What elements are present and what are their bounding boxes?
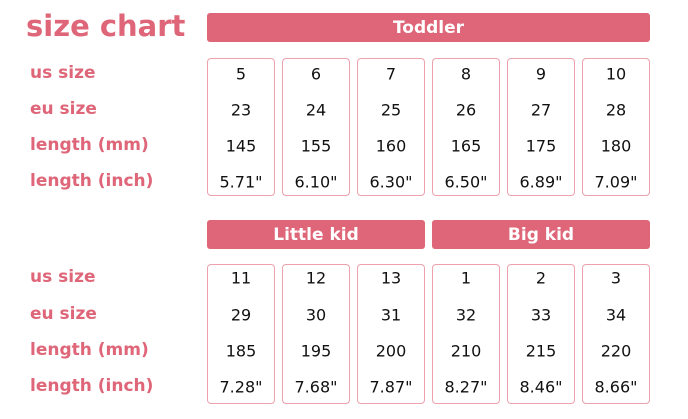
row-label: length (mm) bbox=[30, 340, 149, 360]
size-column: 7 25 160 6.30" bbox=[357, 58, 425, 196]
size-cell: 25 bbox=[380, 100, 402, 120]
section-header: Big kid bbox=[432, 220, 650, 249]
size-cell: 7.87" bbox=[369, 377, 413, 397]
size-cell: 7.68" bbox=[294, 377, 338, 397]
section-header: Little kid bbox=[207, 220, 425, 249]
size-cell: 210 bbox=[450, 341, 482, 361]
row-label: us size bbox=[30, 63, 96, 83]
size-cell: 7.09" bbox=[594, 172, 638, 192]
size-cell: 6.30" bbox=[369, 172, 413, 192]
row-label: us size bbox=[30, 267, 96, 287]
size-cell: 24 bbox=[305, 100, 327, 120]
size-cell: 145 bbox=[225, 136, 257, 156]
size-cell: 3 bbox=[610, 268, 622, 288]
size-cell: 155 bbox=[300, 136, 332, 156]
size-column: 10 28 180 7.09" bbox=[582, 58, 650, 196]
size-cell: 7.28" bbox=[219, 377, 263, 397]
size-cell: 23 bbox=[230, 100, 252, 120]
row-label: eu size bbox=[30, 304, 97, 324]
size-cell: 10 bbox=[605, 64, 627, 84]
section-header: Toddler bbox=[207, 13, 650, 42]
size-cell: 160 bbox=[375, 136, 407, 156]
size-cell: 28 bbox=[605, 100, 627, 120]
size-cell: 30 bbox=[305, 305, 327, 325]
size-column: 2 33 215 8.46" bbox=[507, 264, 575, 404]
size-cell: 34 bbox=[605, 305, 627, 325]
row-label: length (mm) bbox=[30, 135, 149, 155]
size-cell: 165 bbox=[450, 136, 482, 156]
size-cell: 9 bbox=[535, 64, 547, 84]
size-column: 13 31 200 7.87" bbox=[357, 264, 425, 404]
size-cell: 26 bbox=[455, 100, 477, 120]
size-cell: 8.66" bbox=[594, 377, 638, 397]
size-cell: 1 bbox=[460, 268, 472, 288]
size-cell: 29 bbox=[230, 305, 252, 325]
size-cell: 6.10" bbox=[294, 172, 338, 192]
size-cell: 11 bbox=[230, 268, 252, 288]
size-cell: 32 bbox=[455, 305, 477, 325]
size-cell: 2 bbox=[535, 268, 547, 288]
size-cell: 220 bbox=[600, 341, 632, 361]
size-column: 5 23 145 5.71" bbox=[207, 58, 275, 196]
size-cell: 27 bbox=[530, 100, 552, 120]
size-cell: 6.89" bbox=[519, 172, 563, 192]
row-label: length (inch) bbox=[30, 376, 154, 396]
size-column: 3 34 220 8.66" bbox=[582, 264, 650, 404]
size-column: 9 27 175 6.89" bbox=[507, 58, 575, 196]
size-cell: 180 bbox=[600, 136, 632, 156]
size-cell: 6.50" bbox=[444, 172, 488, 192]
size-cell: 6 bbox=[310, 64, 322, 84]
size-column: 12 30 195 7.68" bbox=[282, 264, 350, 404]
size-cell: 200 bbox=[375, 341, 407, 361]
row-label: eu size bbox=[30, 99, 97, 119]
size-cell: 8 bbox=[460, 64, 472, 84]
size-column: 1 32 210 8.27" bbox=[432, 264, 500, 404]
size-cell: 5 bbox=[235, 64, 247, 84]
size-cell: 31 bbox=[380, 305, 402, 325]
size-cell: 12 bbox=[305, 268, 327, 288]
row-label: length (inch) bbox=[30, 171, 154, 191]
size-cell: 13 bbox=[380, 268, 402, 288]
size-cell: 8.27" bbox=[444, 377, 488, 397]
size-cell: 8.46" bbox=[519, 377, 563, 397]
size-column: 6 24 155 6.10" bbox=[282, 58, 350, 196]
size-cell: 175 bbox=[525, 136, 557, 156]
size-cell: 195 bbox=[300, 341, 332, 361]
chart-title: size chart bbox=[26, 9, 186, 43]
size-column: 11 29 185 7.28" bbox=[207, 264, 275, 404]
size-cell: 185 bbox=[225, 341, 257, 361]
size-cell: 5.71" bbox=[219, 172, 263, 192]
size-cell: 215 bbox=[525, 341, 557, 361]
size-cell: 7 bbox=[385, 64, 397, 84]
size-column: 8 26 165 6.50" bbox=[432, 58, 500, 196]
size-cell: 33 bbox=[530, 305, 552, 325]
